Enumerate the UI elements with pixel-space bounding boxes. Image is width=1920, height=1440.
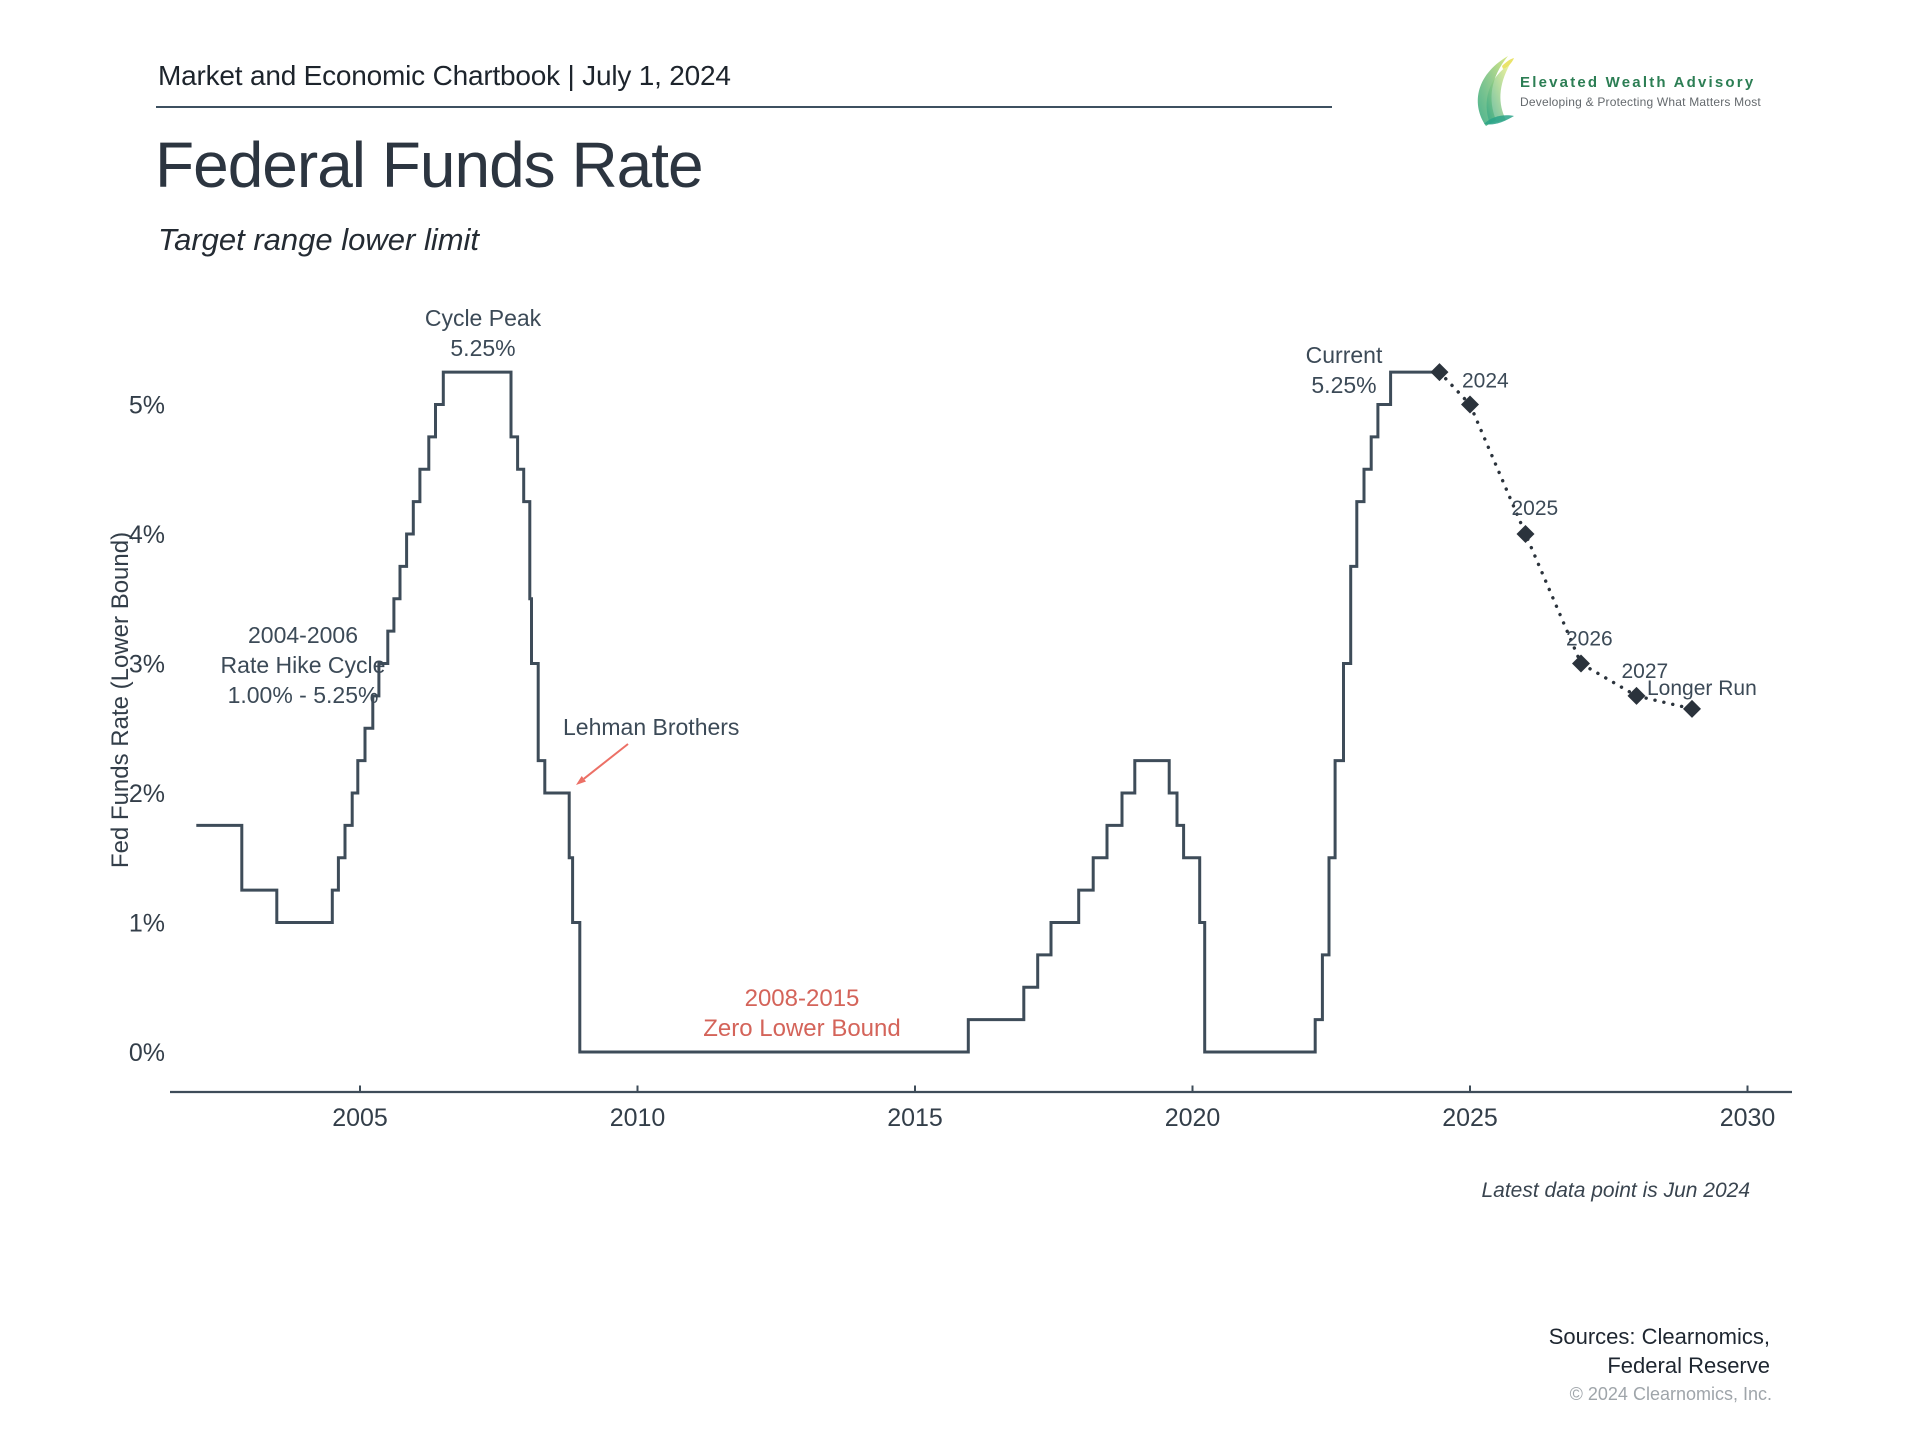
projection-diamond-marker [1516, 525, 1535, 543]
logo-leaf-icon [1477, 56, 1514, 126]
latest-data-footnote: Latest data point is Jun 2024 [1481, 1179, 1750, 1202]
x-tick-label: 2020 [1165, 1104, 1221, 1132]
annotation-rate-hike-cycle: 1.00% - 5.25% [228, 682, 379, 708]
y-tick-label: 0% [129, 1039, 165, 1067]
annotation-rate-hike-cycle: 2004-2006 [248, 622, 358, 648]
projection-label: 2027 [1622, 660, 1669, 683]
projection-label: 2024 [1462, 370, 1509, 393]
x-tick-label: 2030 [1720, 1104, 1776, 1132]
projection-label: 2026 [1566, 628, 1613, 651]
y-axis-title: Fed Funds Rate (Lower Bound) [107, 532, 134, 868]
y-tick-label: 3% [129, 651, 165, 679]
projection-diamond-marker [1683, 699, 1701, 718]
page-title: Federal Funds Rate [155, 129, 704, 201]
annotation-lehman-brothers: Lehman Brothers [563, 714, 739, 740]
projection-label: 2025 [1512, 497, 1559, 520]
annotation-current: Current [1306, 342, 1383, 368]
x-tick-label: 2025 [1442, 1104, 1498, 1132]
annotation-cycle-peak: 5.25% [450, 335, 515, 361]
y-tick-label: 2% [129, 780, 165, 808]
projection-dotted-line [1437, 370, 1694, 711]
logo-company-name: Elevated Wealth Advisory [1520, 74, 1756, 91]
company-logo: Elevated Wealth Advisory Developing & Pr… [1472, 52, 1802, 130]
annotation-rate-hike-cycle: Rate Hike Cycle [221, 652, 386, 678]
x-tick-label: 2015 [887, 1104, 943, 1132]
projection-diamond-marker [1627, 686, 1646, 705]
annotation-cycle-peak: Cycle Peak [425, 305, 542, 331]
annotation-zero-lower-bound: Zero Lower Bound [703, 1015, 900, 1042]
annotation-current: 5.25% [1311, 372, 1376, 398]
y-tick-label: 1% [129, 910, 165, 938]
projection-diamond-marker [1461, 395, 1479, 414]
projection-label: Longer Run [1647, 677, 1757, 700]
x-tick-label: 2010 [610, 1104, 666, 1132]
sources-line1: Sources: Clearnomics, [1548, 1324, 1770, 1349]
sources-text: Sources: Clearnomics, Federal Reserve [0, 1322, 1770, 1380]
lehman-arrow-head [576, 776, 587, 785]
annotation-zero-lower-bound: 2008-2015 [745, 985, 860, 1012]
x-tick-label: 2005 [332, 1104, 388, 1132]
header-divider [156, 106, 1332, 108]
projection-diamond-marker [1572, 654, 1590, 673]
logo-tagline: Developing & Protecting What Matters Mos… [1520, 95, 1761, 109]
fed-funds-step-line [196, 370, 1440, 1054]
y-tick-label: 4% [129, 521, 165, 549]
report-header: Market and Economic Chartbook | July 1, … [158, 60, 731, 91]
sources-line2: Federal Reserve [1607, 1353, 1770, 1378]
page-subtitle: Target range lower limit [158, 222, 480, 257]
lehman-arrow-line [583, 743, 629, 780]
projection-diamond-marker [1430, 363, 1449, 382]
copyright-text: © 2024 Clearnomics, Inc. [1569, 1384, 1772, 1404]
y-tick-label: 5% [129, 392, 165, 420]
